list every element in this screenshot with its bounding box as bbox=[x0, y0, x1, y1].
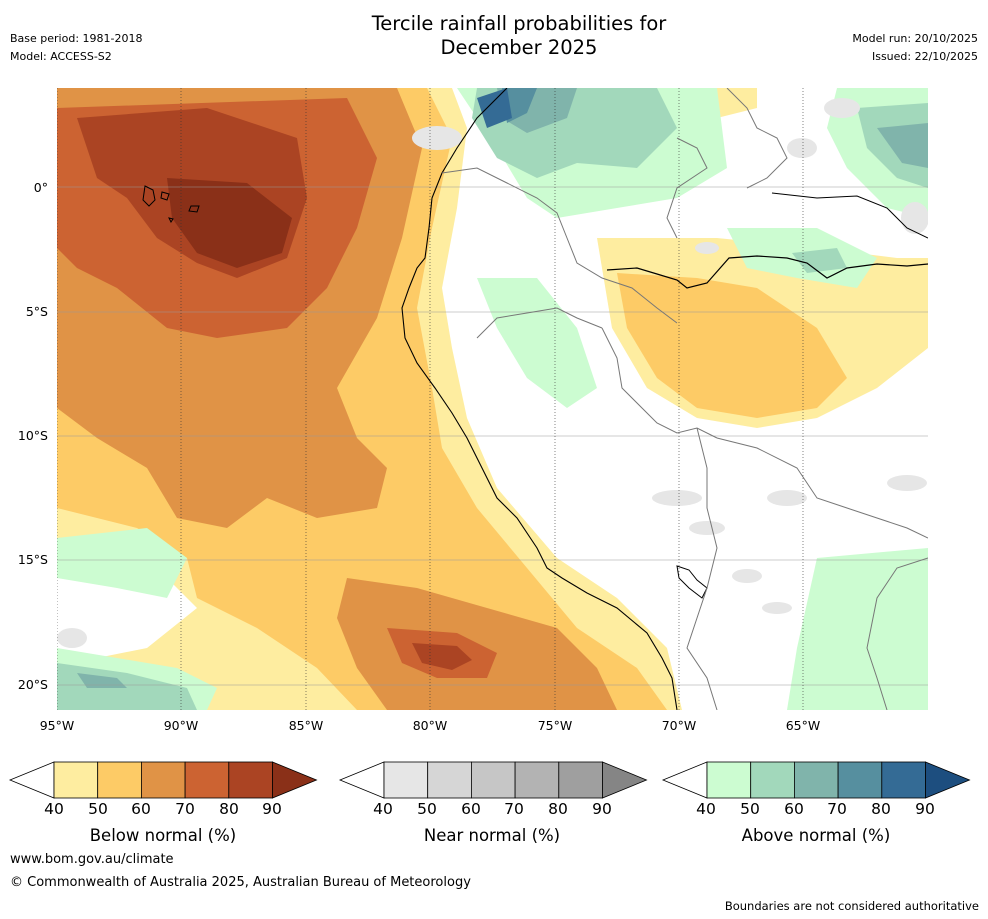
legend-tick: 90 bbox=[262, 800, 282, 818]
legend-tick: 50 bbox=[417, 800, 437, 818]
country-borders bbox=[441, 88, 928, 710]
colorbar-segment bbox=[427, 761, 472, 799]
colorbar-segment bbox=[97, 761, 142, 799]
forecast-map bbox=[57, 88, 928, 710]
title-line-2: December 2025 bbox=[440, 36, 598, 59]
legend-label-above: Above normal (%) bbox=[741, 826, 891, 845]
graticule bbox=[57, 88, 928, 710]
legend-tick: 70 bbox=[175, 800, 195, 818]
colorbar-under-triangle bbox=[338, 761, 385, 799]
model-run-text: Model run: 20/10/2025 bbox=[852, 32, 978, 45]
colorbar-segment bbox=[228, 761, 273, 799]
colorbar-segment bbox=[184, 761, 230, 799]
lat-tick: 15°S bbox=[17, 552, 48, 567]
colorbar-segment bbox=[837, 761, 883, 799]
colorbar-near-normal bbox=[338, 761, 648, 799]
lat-tick: 20°S bbox=[17, 677, 48, 692]
lon-tick: 75°W bbox=[537, 718, 573, 733]
amazon-river bbox=[606, 255, 928, 289]
lat-tick: 10°S bbox=[17, 428, 48, 443]
forecast-map-canvas bbox=[57, 88, 928, 710]
legend-tick: 50 bbox=[740, 800, 760, 818]
legend-colorbars bbox=[8, 761, 971, 799]
lon-tick: 65°W bbox=[785, 718, 821, 733]
galapagos-islands bbox=[142, 185, 200, 223]
colorbar-segment bbox=[53, 761, 99, 799]
above-normal-shading bbox=[57, 88, 928, 710]
legend-tick: 70 bbox=[827, 800, 847, 818]
meta-right: Model run: 20/10/2025 Issued: 22/10/2025 bbox=[852, 30, 978, 66]
legend-tick: 80 bbox=[219, 800, 239, 818]
legend-tick: 80 bbox=[548, 800, 568, 818]
legend-tick: 90 bbox=[915, 800, 935, 818]
base-period-text: Base period: 1981-2018 bbox=[10, 32, 143, 45]
coastline bbox=[401, 88, 678, 710]
lon-tick: 95°W bbox=[39, 718, 75, 733]
lake-titicaca bbox=[676, 565, 708, 599]
legend-tick: 80 bbox=[871, 800, 891, 818]
colorbar-under-triangle bbox=[8, 761, 55, 799]
title-line-1: Tercile rainfall probabilities for bbox=[371, 12, 667, 35]
legend-label-near: Near normal (%) bbox=[423, 826, 561, 845]
legend-tick: 40 bbox=[44, 800, 64, 818]
legend-label-below: Below normal (%) bbox=[89, 826, 237, 845]
colorbar-segment bbox=[140, 761, 186, 799]
lon-tick: 70°W bbox=[661, 718, 697, 733]
disclaimer-text: Boundaries are not considered authoritat… bbox=[724, 899, 979, 913]
map-title: Tercile rainfall probabilities for Decem… bbox=[294, 12, 744, 60]
colorbar-above-normal bbox=[661, 761, 971, 799]
colorbar-segment bbox=[881, 761, 926, 799]
lon-tick: 90°W bbox=[163, 718, 199, 733]
legend-tick: 60 bbox=[131, 800, 151, 818]
lon-tick: 80°W bbox=[412, 718, 448, 733]
colorbar-segment bbox=[794, 761, 839, 799]
lon-tick: 85°W bbox=[288, 718, 324, 733]
legend-tick: 40 bbox=[696, 800, 716, 818]
colorbar-segment bbox=[470, 761, 516, 799]
meta-left: Base period: 1981-2018 Model: ACCESS-S2 bbox=[10, 30, 142, 66]
colorbar-under-triangle bbox=[661, 761, 708, 799]
website-link[interactable]: www.bom.gov.au/climate bbox=[10, 852, 174, 867]
lat-tick: 0° bbox=[33, 180, 48, 195]
colorbar-over-triangle bbox=[925, 761, 971, 799]
colorbar-segment bbox=[706, 761, 752, 799]
model-text: Model: ACCESS-S2 bbox=[10, 50, 112, 63]
legend-tick: 70 bbox=[504, 800, 524, 818]
issued-text: Issued: 22/10/2025 bbox=[871, 50, 978, 63]
legend-tick: 40 bbox=[373, 800, 393, 818]
colorbar-over-triangle bbox=[272, 761, 318, 799]
legend-tick: 60 bbox=[784, 800, 804, 818]
copyright-text: © Commonwealth of Australia 2025, Austra… bbox=[10, 875, 471, 890]
river-north bbox=[771, 192, 928, 239]
below-normal-shading bbox=[57, 88, 682, 710]
colorbar-segment bbox=[514, 761, 560, 799]
near-normal-shading bbox=[57, 98, 928, 648]
legend-tick: 90 bbox=[592, 800, 612, 818]
legend-tick: 60 bbox=[461, 800, 481, 818]
colorbar-segment bbox=[750, 761, 795, 799]
lat-tick: 5°S bbox=[25, 304, 48, 319]
colorbar-below-normal bbox=[8, 761, 318, 799]
colorbar-over-triangle bbox=[602, 761, 648, 799]
colorbar-segment bbox=[383, 761, 429, 799]
colorbar-segment bbox=[558, 761, 603, 799]
legend-tick: 50 bbox=[88, 800, 108, 818]
